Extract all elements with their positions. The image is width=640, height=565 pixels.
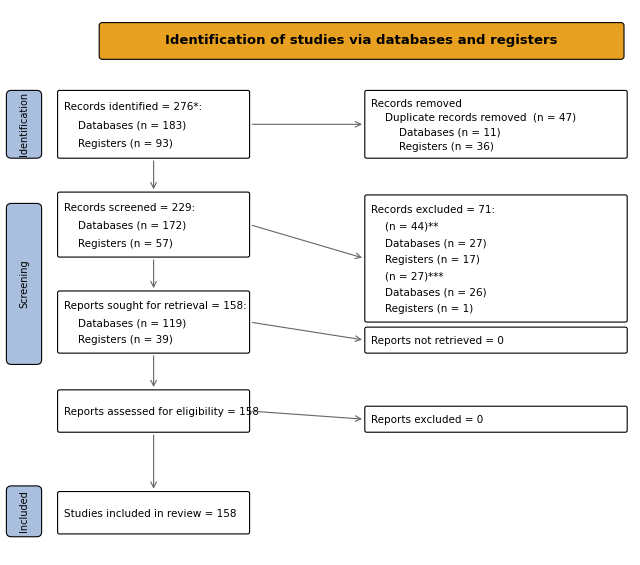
FancyBboxPatch shape (365, 195, 627, 322)
FancyBboxPatch shape (6, 486, 42, 537)
Text: Databases (n = 27): Databases (n = 27) (385, 238, 487, 248)
FancyBboxPatch shape (365, 327, 627, 353)
Text: Records identified = 276*:: Records identified = 276*: (64, 102, 202, 112)
Text: Databases (n = 172): Databases (n = 172) (78, 221, 186, 231)
Text: Records removed: Records removed (371, 99, 465, 109)
FancyBboxPatch shape (58, 291, 250, 353)
Text: Studies included in review = 158: Studies included in review = 158 (64, 509, 237, 519)
Text: Registers (n = 1): Registers (n = 1) (385, 305, 474, 314)
Text: Identification of studies via databases and registers: Identification of studies via databases … (165, 34, 558, 47)
Text: Reports assessed for eligibility = 158: Reports assessed for eligibility = 158 (64, 407, 259, 417)
Text: Registers (n = 39): Registers (n = 39) (78, 335, 173, 345)
FancyBboxPatch shape (99, 23, 624, 59)
FancyBboxPatch shape (6, 203, 42, 364)
Text: Databases (n = 183): Databases (n = 183) (78, 120, 186, 131)
Text: Identification: Identification (19, 92, 29, 157)
Text: Registers (n = 36): Registers (n = 36) (399, 142, 494, 151)
Text: Registers (n = 93): Registers (n = 93) (78, 139, 173, 149)
Text: Registers (n = 17): Registers (n = 17) (385, 255, 480, 264)
Text: Databases (n = 119): Databases (n = 119) (78, 318, 186, 328)
Text: (n = 27)***: (n = 27)*** (385, 271, 444, 281)
Text: Screening: Screening (19, 259, 29, 308)
FancyBboxPatch shape (58, 192, 250, 257)
Text: Included: Included (19, 490, 29, 532)
FancyBboxPatch shape (6, 90, 42, 158)
FancyBboxPatch shape (365, 90, 627, 158)
Text: Databases (n = 26): Databases (n = 26) (385, 288, 487, 298)
Text: (n = 44)**: (n = 44)** (385, 221, 438, 232)
Text: Reports excluded = 0: Reports excluded = 0 (371, 415, 483, 425)
Text: Databases (n = 11): Databases (n = 11) (399, 128, 501, 137)
FancyBboxPatch shape (365, 406, 627, 432)
Text: Records screened = 229:: Records screened = 229: (64, 203, 195, 213)
FancyBboxPatch shape (58, 90, 250, 158)
Text: Records excluded = 71:: Records excluded = 71: (371, 205, 495, 215)
FancyBboxPatch shape (58, 492, 250, 534)
Text: Reports sought for retrieval = 158:: Reports sought for retrieval = 158: (64, 301, 247, 311)
FancyBboxPatch shape (58, 390, 250, 432)
Text: Reports not retrieved = 0: Reports not retrieved = 0 (371, 336, 504, 346)
Text: Registers (n = 57): Registers (n = 57) (78, 238, 173, 249)
Text: Duplicate records removed  (n = 47): Duplicate records removed (n = 47) (385, 114, 577, 123)
